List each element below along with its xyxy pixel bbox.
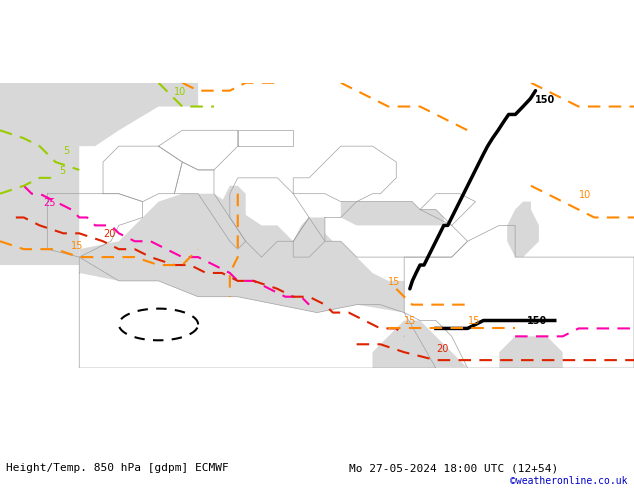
Text: 15: 15 [404,317,417,326]
Polygon shape [500,336,563,368]
Text: 25: 25 [44,197,56,208]
Text: Height/Temp. 850 hPa [gdpm] ECMWF: Height/Temp. 850 hPa [gdpm] ECMWF [6,464,229,473]
Text: 15: 15 [71,241,84,251]
Polygon shape [507,201,539,257]
Text: 10: 10 [174,87,186,97]
Text: 5: 5 [63,146,70,156]
Polygon shape [79,83,198,146]
Text: 150: 150 [535,95,555,104]
Polygon shape [341,201,444,225]
Polygon shape [373,320,468,368]
Polygon shape [293,218,333,257]
Text: 15: 15 [468,317,480,326]
Text: 20: 20 [436,344,448,354]
Polygon shape [79,194,404,313]
Text: 10: 10 [579,190,591,199]
Polygon shape [214,186,246,225]
Text: 5: 5 [60,166,66,176]
Text: ©weatheronline.co.uk: ©weatheronline.co.uk [510,476,628,486]
Text: 15: 15 [388,277,401,287]
Text: 20: 20 [103,229,115,239]
Polygon shape [0,83,119,368]
Text: Mo 27-05-2024 18:00 UTC (12+54): Mo 27-05-2024 18:00 UTC (12+54) [349,464,558,473]
Text: 150: 150 [527,317,547,326]
